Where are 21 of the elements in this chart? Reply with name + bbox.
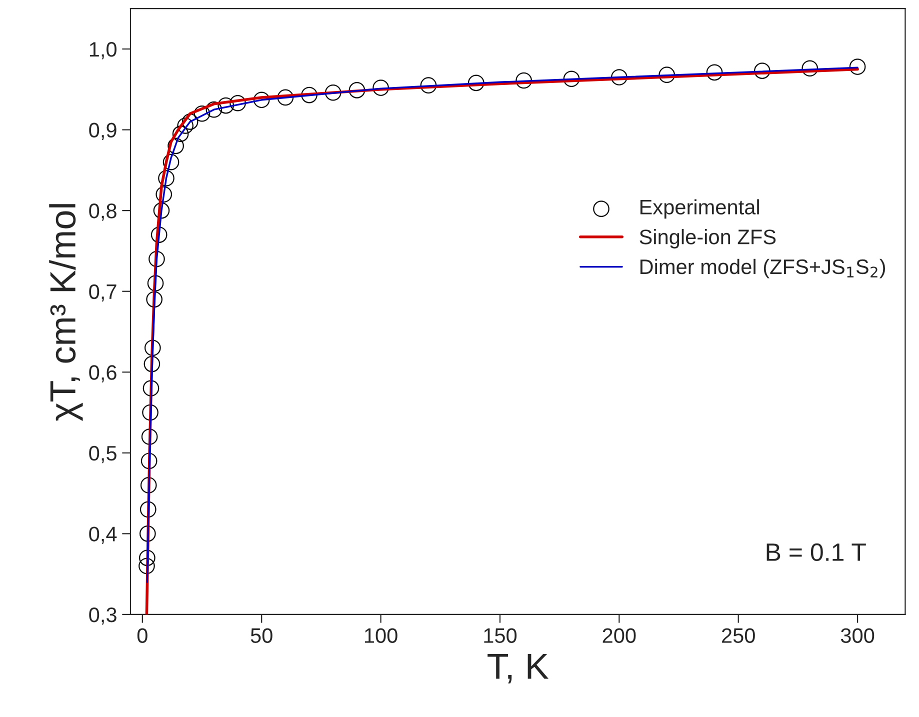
y-axis-title: χT, cm³ K/mol: [49, 204, 83, 421]
x-tick-label: 150: [484, 628, 517, 643]
legend-label: Experimental: [640, 199, 759, 219]
y-tick-label: 1,0: [90, 42, 116, 60]
legend-label: Single-ion ZFS: [640, 229, 776, 248]
y-tick-label: 0,6: [89, 365, 116, 382]
x-tick-label: 200: [602, 628, 636, 643]
y-tick-label: 0,4: [89, 526, 117, 544]
x-tick-label: 50: [250, 628, 272, 643]
legend-label: Dimer model (ZFS+JS$_{1}$S$_{2}$): [640, 258, 886, 278]
y-tick-label: 0,7: [89, 284, 116, 302]
x-tick-label: 0: [137, 628, 148, 643]
x-tick-label: 250: [722, 628, 755, 643]
x-tick-label: 300: [840, 628, 874, 643]
x-tick-label: 100: [365, 628, 398, 643]
y-tick-label: 0,3: [89, 607, 116, 625]
y-tick-label: 0,5: [89, 446, 116, 464]
y-tick-label: 0,8: [89, 204, 116, 221]
x-axis-title: T, K: [488, 654, 549, 684]
annotation: B = 0.1 T: [766, 543, 866, 562]
y-tick-label: 0,9: [89, 122, 116, 140]
